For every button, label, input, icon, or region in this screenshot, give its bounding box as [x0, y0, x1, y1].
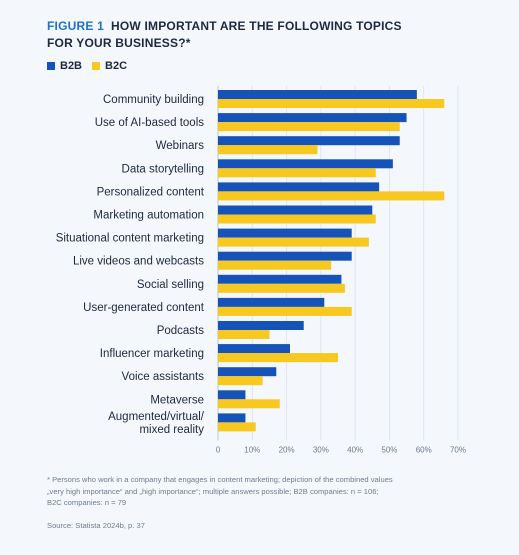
bar-b2c: [218, 283, 345, 293]
category-label: Webinars: [156, 140, 205, 152]
category-label: Influencer marketing: [100, 348, 204, 360]
bar-chart: 0 10% 20% 30% 40% 50% 60% 70% Community building…: [56, 86, 466, 455]
bar-b2b: [218, 344, 290, 354]
bar-b2b: [218, 113, 407, 123]
category-label: Personalized content: [97, 186, 205, 198]
category-label: Marketing automation: [93, 210, 204, 222]
bar-b2c: [218, 191, 445, 201]
x-tick-label: 10%: [244, 446, 260, 455]
legend: B2B B2C: [47, 60, 137, 72]
category-label: Social selling: [137, 279, 204, 291]
x-tick-label: 70%: [450, 446, 466, 455]
category-label: Situational content marketing: [56, 233, 204, 245]
category-label: Live videos and webcasts: [73, 256, 204, 268]
bar-b2b: [218, 228, 352, 238]
x-tick-label: 30%: [313, 446, 329, 455]
chart-title: FIGURE 1 HOW IMPORTANT ARE THE FOLLOWING…: [47, 18, 402, 52]
bar-b2c: [218, 399, 280, 409]
x-tick-label: 0: [216, 446, 221, 455]
footnote-line-3: B2C companies: n = 79: [47, 498, 127, 507]
x-tick-label: 20%: [279, 446, 295, 455]
bar-b2b: [218, 390, 246, 400]
legend-swatch-b2c: [92, 62, 101, 70]
title-line-2: FOR YOUR BUSINESS?*: [47, 36, 191, 50]
bar-b2c: [218, 122, 400, 132]
footnote-line-2: „very high importance“ and „high importa…: [47, 486, 379, 496]
bar-b2c: [218, 99, 445, 108]
bar-b2b: [218, 413, 246, 423]
legend-label-b2c: B2C: [105, 60, 128, 72]
category-label: Use of AI-based tools: [95, 117, 205, 129]
category-label: User-generated content: [83, 302, 205, 314]
category-label: Metaverse: [150, 394, 204, 406]
bar-b2c: [218, 330, 270, 339]
category-label: Community building: [103, 94, 204, 106]
bar-b2b: [218, 90, 417, 99]
title-line-1: HOW IMPORTANT ARE THE FOLLOWING TOPICS: [111, 19, 402, 33]
bar-b2c: [218, 145, 318, 155]
legend-swatch-b2b: [47, 62, 55, 70]
bar-b2b: [218, 251, 352, 261]
bar-b2c: [218, 306, 352, 316]
bar-b2c: [218, 260, 332, 270]
legend-item-b2c: B2C: [92, 60, 127, 72]
bar-b2c: [218, 214, 376, 224]
source-note: Source: Statista 2024b, p. 37: [47, 521, 145, 530]
bar-b2b: [218, 367, 277, 377]
bar-b2c: [218, 422, 256, 432]
bar-b2b: [218, 297, 325, 307]
x-tick-label: 60%: [416, 446, 432, 455]
figure-label: FIGURE 1: [47, 19, 104, 33]
bar-b2b: [218, 321, 304, 330]
category-label: Augmented/virtual/: [108, 411, 205, 423]
legend-label-b2b: B2B: [60, 60, 83, 72]
bar-b2b: [218, 205, 373, 215]
footnote: * Persons who work in a company that eng…: [47, 474, 477, 509]
bar-b2c: [218, 168, 376, 178]
bar-b2c: [218, 353, 338, 363]
category-label: Data storytelling: [122, 163, 204, 175]
bar-b2b: [218, 182, 380, 192]
category-label: Podcasts: [157, 325, 205, 337]
legend-item-b2b: B2B: [47, 60, 82, 72]
bar-b2b: [218, 136, 400, 146]
x-tick-label: 40%: [347, 446, 363, 455]
category-label: mixed reality: [139, 424, 204, 436]
bar-b2c: [218, 237, 369, 247]
category-label: Voice assistants: [122, 371, 205, 383]
bar-b2c: [218, 376, 263, 386]
x-tick-label: 50%: [381, 446, 397, 455]
footnote-line-1: * Persons who work in a company that eng…: [47, 475, 393, 484]
bar-b2b: [218, 274, 342, 284]
bar-b2b: [218, 159, 393, 169]
